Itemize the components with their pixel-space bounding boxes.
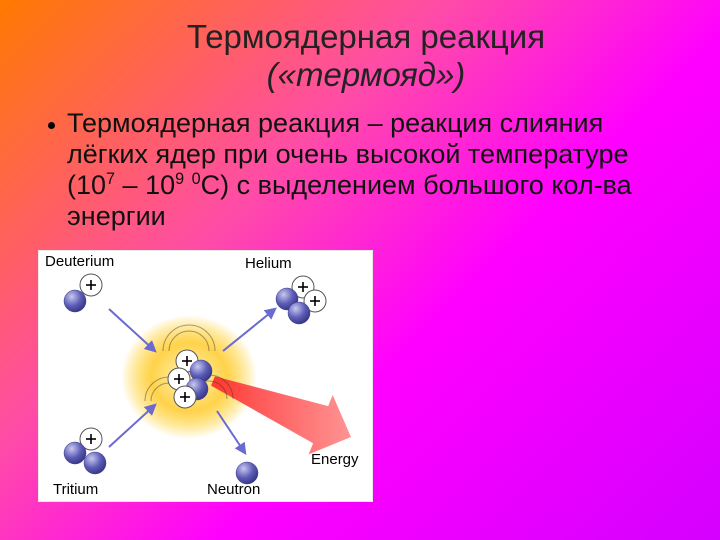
bullet-dot-icon [48, 122, 55, 129]
slide-title: Термоядерная реакция («термояд») [48, 18, 684, 94]
bullet-sup2: 9 [175, 170, 184, 188]
bullet-sup1: 7 [106, 170, 115, 188]
label-tritium: Tritium [53, 481, 98, 498]
bullet-item: Термоядерная реакция – реакция слияния л… [48, 108, 684, 232]
bullet-mid: – 10 [115, 170, 175, 200]
bullet-text: Термоядерная реакция – реакция слияния л… [67, 108, 684, 232]
label-energy: Energy [311, 451, 359, 468]
label-deuterium: Deuterium [45, 253, 114, 270]
fusion-diagram: Deuterium Helium Tritium Neutron Energy [38, 250, 373, 502]
title-line1: Термоядерная реакция [187, 18, 545, 55]
bullet-sup3: 0 [192, 170, 201, 188]
slide: Термоядерная реакция («термояд») Термояд… [0, 0, 720, 540]
title-line2: («термояд») [267, 56, 466, 93]
label-neutron: Neutron [207, 481, 260, 498]
bullet-post1 [184, 170, 192, 200]
label-helium: Helium [245, 255, 292, 272]
